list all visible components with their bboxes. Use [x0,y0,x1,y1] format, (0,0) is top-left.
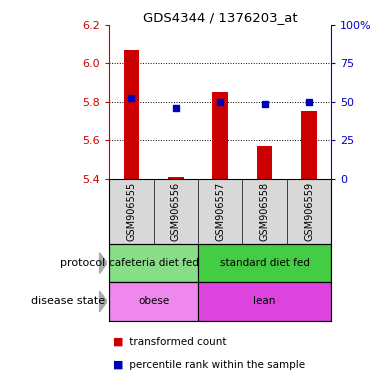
Bar [109,244,198,282]
Bar [124,50,139,179]
Bar [198,282,331,321]
Bar [257,146,272,179]
Text: ■: ■ [113,337,123,347]
Text: GSM906558: GSM906558 [260,182,270,241]
Text: protocol: protocol [60,258,105,268]
Text: ■  transformed count: ■ transformed count [113,337,226,347]
Title: GDS4344 / 1376203_at: GDS4344 / 1376203_at [143,11,298,24]
Text: cafeteria diet fed: cafeteria diet fed [109,258,198,268]
Text: lean: lean [254,296,276,306]
Text: obese: obese [138,296,169,306]
Text: GSM906555: GSM906555 [126,182,136,241]
Bar [198,244,331,282]
Bar [168,177,183,179]
Polygon shape [100,291,107,312]
Text: standard diet fed: standard diet fed [220,258,309,268]
Text: ■: ■ [113,360,123,370]
Polygon shape [100,253,107,273]
Bar [301,111,317,179]
Text: GSM906557: GSM906557 [215,182,225,241]
Bar [213,92,228,179]
Text: GSM906559: GSM906559 [304,182,314,241]
Text: GSM906556: GSM906556 [171,182,181,241]
Text: disease state: disease state [31,296,105,306]
Bar [109,282,198,321]
Text: ■  percentile rank within the sample: ■ percentile rank within the sample [113,360,305,370]
